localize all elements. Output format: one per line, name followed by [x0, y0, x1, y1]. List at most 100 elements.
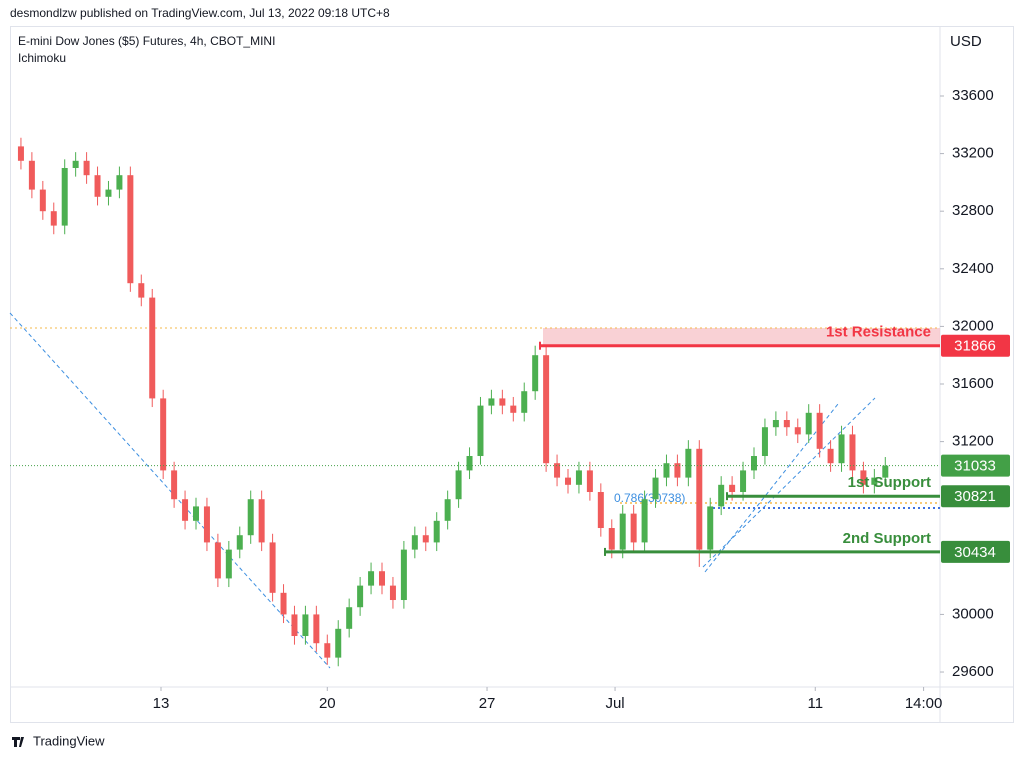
candle-body	[543, 355, 550, 464]
price-tag	[941, 540, 1010, 563]
candle-body	[236, 535, 243, 550]
y-tick-label: 32000	[952, 317, 994, 334]
candle-body	[94, 175, 101, 197]
candle-body	[586, 470, 593, 493]
candle-body	[685, 448, 692, 478]
y-tick-label: 31600	[952, 375, 994, 392]
candle-body	[674, 463, 681, 478]
candle-body	[740, 470, 747, 493]
candle-body	[575, 470, 582, 485]
y-tick-label: 31200	[952, 433, 994, 450]
candle-body	[608, 528, 615, 550]
candle-body	[707, 506, 714, 550]
x-tick-label: 11	[807, 695, 823, 712]
candle-body	[171, 470, 178, 500]
candle-body	[477, 405, 484, 457]
x-tick-label: Jul	[605, 695, 624, 712]
candle-body	[860, 470, 867, 485]
candle-body	[28, 160, 35, 190]
candle-body	[433, 520, 440, 543]
candle-body	[871, 477, 878, 485]
candle-body	[444, 499, 451, 521]
price-tag	[941, 334, 1010, 357]
y-tick-label: 32800	[952, 202, 994, 219]
candle-body	[346, 607, 353, 629]
x-tick-label: 13	[153, 695, 170, 712]
candle-body	[400, 549, 407, 601]
y-tick-label: 33200	[952, 145, 994, 162]
candle-body	[247, 499, 254, 536]
level-label: 1st Support	[848, 474, 931, 491]
candle-body	[532, 355, 539, 392]
candle-body	[269, 542, 276, 593]
level-label: 2nd Support	[843, 530, 931, 547]
candle-body	[138, 283, 145, 298]
candle-body	[499, 398, 506, 406]
price-tag-label: 31033	[954, 458, 996, 475]
candle-body	[619, 513, 626, 550]
candle-body	[521, 391, 528, 413]
candle-body	[630, 513, 637, 543]
candle-body	[105, 189, 112, 197]
candle-body	[554, 463, 561, 478]
brand: TradingView	[33, 733, 105, 748]
candle-body	[61, 167, 68, 226]
candle-body	[72, 160, 79, 168]
candle-body	[116, 175, 123, 190]
candle-body	[127, 175, 134, 284]
y-axis-label: USD	[950, 33, 982, 50]
x-tick-label: 14:00	[905, 695, 943, 712]
price-tag-label: 30821	[954, 488, 996, 505]
candle-body	[510, 405, 517, 413]
candle-body	[160, 398, 167, 471]
candle-body	[718, 484, 725, 507]
candle-body	[182, 499, 189, 521]
candle-body	[652, 477, 659, 500]
candle-body	[214, 542, 221, 579]
candle-body	[849, 434, 856, 471]
price-tag	[941, 454, 1010, 477]
candle-body	[663, 463, 670, 478]
trend-line	[9, 312, 331, 669]
candle-body	[411, 535, 418, 550]
candle-body	[302, 614, 309, 637]
candle-body	[816, 412, 823, 449]
candle-body	[193, 506, 199, 521]
candle-body	[291, 614, 298, 637]
fib-label: 0.786(30738)	[614, 491, 685, 505]
candle-body	[203, 506, 210, 543]
y-tick-label: 32400	[952, 260, 994, 277]
candle-body	[17, 146, 24, 161]
candle-body	[83, 160, 90, 176]
candle-body	[225, 549, 232, 579]
candle-body	[827, 448, 834, 464]
candle-body	[641, 499, 648, 543]
candle-body	[379, 571, 385, 586]
candle-body	[488, 398, 495, 406]
candle-body	[50, 211, 57, 226]
candle-body	[422, 535, 429, 543]
candle-body	[335, 628, 342, 658]
x-tick-label: 27	[479, 695, 496, 712]
candle-body	[324, 643, 331, 658]
candle-body	[783, 420, 790, 428]
y-tick-label: 29600	[952, 663, 994, 680]
candle-body	[357, 585, 364, 608]
candle-body	[696, 448, 703, 550]
candle-body	[455, 470, 462, 500]
y-tick-label: 33600	[952, 87, 994, 104]
candle-body	[761, 427, 768, 457]
candle-body	[794, 427, 801, 435]
price-tag-label: 30434	[954, 544, 996, 561]
candle-body	[258, 499, 265, 543]
candle-body	[729, 484, 736, 493]
candle-body	[565, 477, 571, 485]
candle-body	[882, 465, 889, 478]
channel-line	[702, 397, 876, 568]
chart-title: E-mini Dow Jones ($5) Futures, 4h, CBOT_…	[18, 34, 275, 48]
candle-body	[838, 434, 845, 464]
y-tick-label: 30000	[952, 605, 994, 622]
publisher: desmondlzw published on TradingView.com,…	[10, 6, 390, 20]
